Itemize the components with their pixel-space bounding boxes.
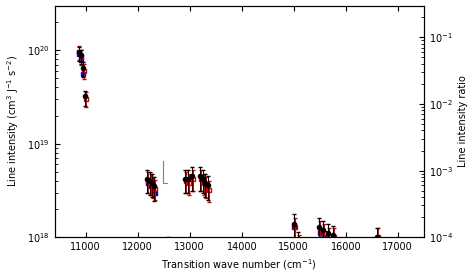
Y-axis label: Line intensity (cm$^3$ J$^{-1}$ s$^{-2}$): Line intensity (cm$^3$ J$^{-1}$ s$^{-2}$… bbox=[6, 55, 21, 187]
Y-axis label: Line intensity ratio: Line intensity ratio bbox=[458, 75, 468, 167]
X-axis label: Transition wave number (cm$^{-1}$): Transition wave number (cm$^{-1}$) bbox=[161, 258, 317, 272]
